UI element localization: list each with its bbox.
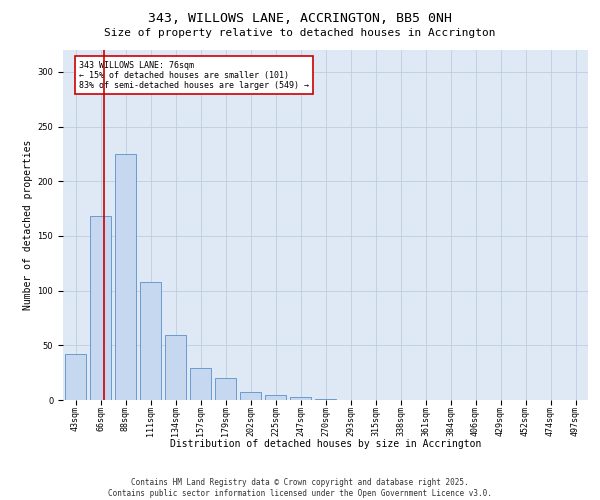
- Text: 343 WILLOWS LANE: 76sqm
← 15% of detached houses are smaller (101)
83% of semi-d: 343 WILLOWS LANE: 76sqm ← 15% of detache…: [79, 60, 309, 90]
- Bar: [165, 336, 186, 400]
- Bar: [290, 396, 311, 400]
- Text: Contains HM Land Registry data © Crown copyright and database right 2025.
Contai: Contains HM Land Registry data © Crown c…: [108, 478, 492, 498]
- Bar: [140, 282, 161, 400]
- Bar: [190, 368, 211, 400]
- Bar: [115, 154, 136, 400]
- Bar: [265, 394, 286, 400]
- Text: 343, WILLOWS LANE, ACCRINGTON, BB5 0NH: 343, WILLOWS LANE, ACCRINGTON, BB5 0NH: [148, 12, 452, 26]
- Bar: [90, 216, 111, 400]
- Bar: [65, 354, 86, 400]
- Bar: [240, 392, 261, 400]
- Text: Size of property relative to detached houses in Accrington: Size of property relative to detached ho…: [104, 28, 496, 38]
- Y-axis label: Number of detached properties: Number of detached properties: [23, 140, 33, 310]
- Bar: [315, 399, 336, 400]
- Bar: [215, 378, 236, 400]
- X-axis label: Distribution of detached houses by size in Accrington: Distribution of detached houses by size …: [170, 439, 481, 449]
